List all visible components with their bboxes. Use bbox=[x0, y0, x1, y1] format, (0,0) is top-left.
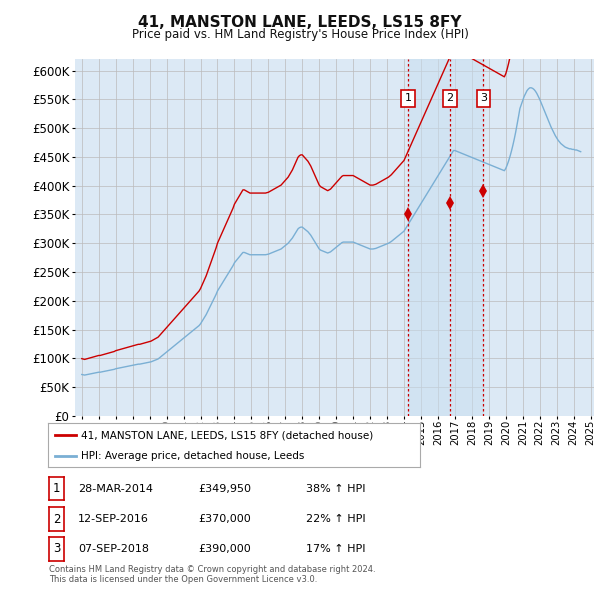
Text: 1: 1 bbox=[404, 93, 412, 103]
Text: £370,000: £370,000 bbox=[198, 514, 251, 524]
Text: 3: 3 bbox=[53, 542, 61, 555]
Text: 12-SEP-2016: 12-SEP-2016 bbox=[78, 514, 149, 524]
Text: Contains HM Land Registry data © Crown copyright and database right 2024.
This d: Contains HM Land Registry data © Crown c… bbox=[49, 565, 376, 584]
Text: 1: 1 bbox=[53, 482, 61, 495]
Text: 38% ↑ HPI: 38% ↑ HPI bbox=[306, 484, 365, 493]
Text: £349,950: £349,950 bbox=[198, 484, 251, 493]
Text: 07-SEP-2018: 07-SEP-2018 bbox=[78, 544, 149, 553]
Text: 2: 2 bbox=[53, 513, 61, 526]
Text: 17% ↑ HPI: 17% ↑ HPI bbox=[306, 544, 365, 553]
Text: 41, MANSTON LANE, LEEDS, LS15 8FY (detached house): 41, MANSTON LANE, LEEDS, LS15 8FY (detac… bbox=[82, 431, 374, 440]
Text: £390,000: £390,000 bbox=[198, 544, 251, 553]
Text: 2: 2 bbox=[446, 93, 454, 103]
Text: 3: 3 bbox=[480, 93, 487, 103]
Bar bbox=[408, 59, 484, 416]
Text: 28-MAR-2014: 28-MAR-2014 bbox=[78, 484, 153, 493]
Text: HPI: Average price, detached house, Leeds: HPI: Average price, detached house, Leed… bbox=[82, 451, 305, 461]
Text: 41, MANSTON LANE, LEEDS, LS15 8FY: 41, MANSTON LANE, LEEDS, LS15 8FY bbox=[138, 15, 462, 30]
Text: 22% ↑ HPI: 22% ↑ HPI bbox=[306, 514, 365, 524]
Text: Price paid vs. HM Land Registry's House Price Index (HPI): Price paid vs. HM Land Registry's House … bbox=[131, 28, 469, 41]
